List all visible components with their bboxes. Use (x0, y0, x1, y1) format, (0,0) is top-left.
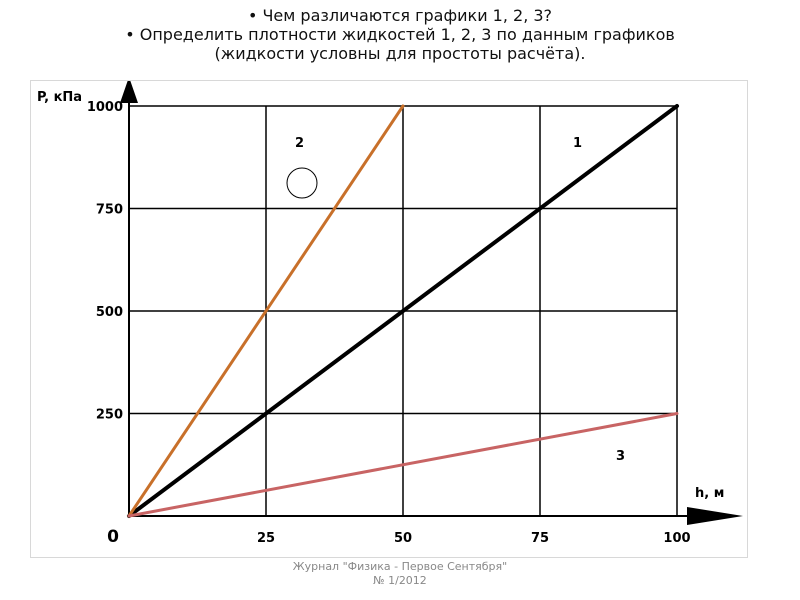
footer-issue: № 1/2012 (373, 574, 427, 587)
x-tick-label-75: 75 (531, 531, 549, 546)
y-tick-label-1000: 1000 (87, 100, 123, 115)
slide-header: • Чем различаются графики 1, 2, 3? • Опр… (0, 6, 800, 63)
question-line-1: • Чем различаются графики 1, 2, 3? (247, 6, 553, 25)
question-line-3: (жидкости условны для простоты расчёта). (214, 44, 586, 63)
question-line-2: • Определить плотности жидкостей 1, 2, 3… (125, 25, 675, 44)
series-line-2 (127, 104, 405, 518)
x-tick-label-25: 25 (257, 531, 275, 546)
y-axis-arrow-icon (120, 81, 138, 103)
footer-credit: Журнал "Физика - Первое Сентября" № 1/20… (250, 560, 550, 588)
y-tick-label-750: 750 (96, 203, 123, 218)
x-axis-label: h, м (695, 486, 724, 501)
footer-journal: Журнал "Физика - Первое Сентября" (292, 560, 508, 573)
y-tick-label-250: 250 (96, 408, 123, 423)
circle-marker-icon (286, 167, 318, 199)
series-label-2: 2 (295, 136, 304, 151)
x-tick-label-50: 50 (394, 531, 412, 546)
x-tick-label-100: 100 (663, 531, 690, 546)
series-line-1 (127, 104, 679, 518)
chart-panel: 1 2 3 250 500 750 1000 25 50 75 100 0 P, кПа h, м (30, 80, 748, 558)
series-label-1: 1 (573, 136, 582, 151)
origin-label: 0 (107, 527, 119, 547)
series-label-3: 3 (616, 449, 625, 464)
y-tick-label-500: 500 (96, 305, 123, 320)
series-line-3 (127, 412, 679, 518)
x-axis-arrow-icon (687, 507, 743, 525)
y-axis-label: P, кПа (37, 90, 82, 105)
